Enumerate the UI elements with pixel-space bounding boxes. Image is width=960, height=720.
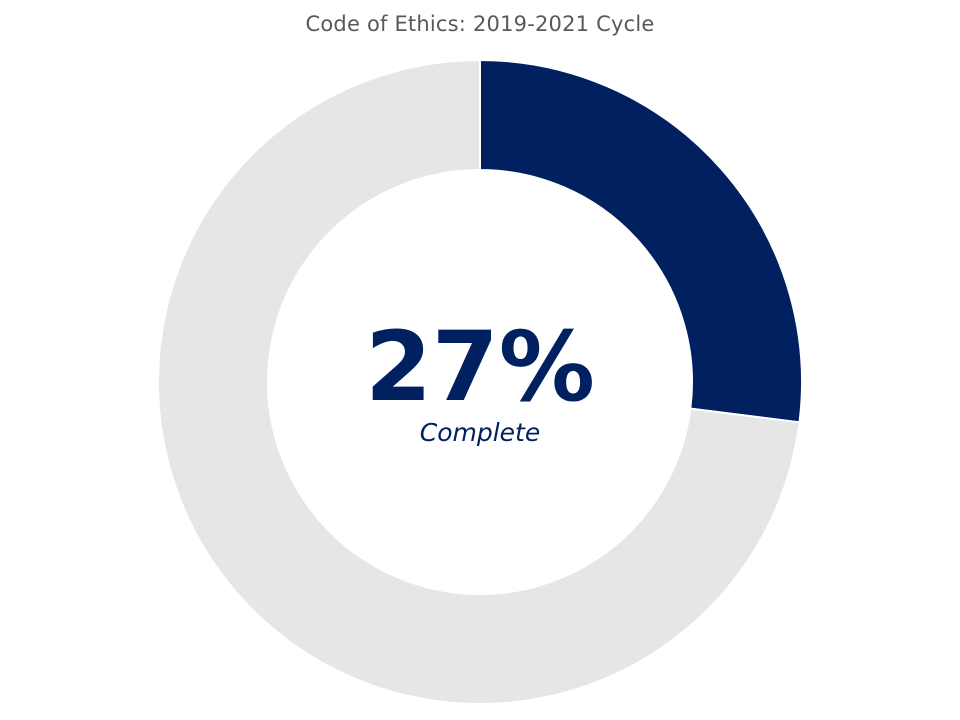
chart-title: Code of Ethics: 2019-2021 Cycle (305, 12, 655, 36)
donut-slice-complete (479, 58, 803, 424)
center-label: Complete (420, 418, 540, 447)
center-value: 27% (365, 311, 595, 423)
donut-slice-remaining (157, 58, 801, 705)
